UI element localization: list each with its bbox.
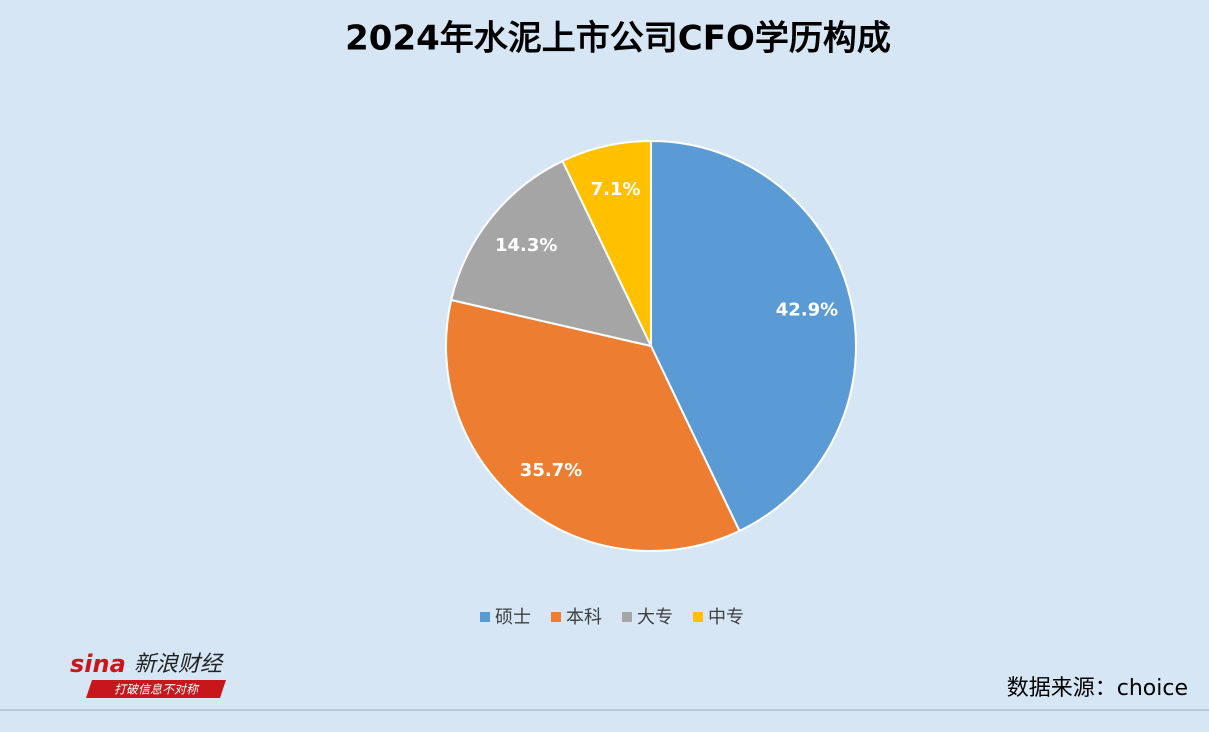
legend-swatch bbox=[622, 612, 632, 622]
legend-label: 硕士 bbox=[495, 607, 531, 628]
pie-slice bbox=[445, 298, 741, 552]
legend-label: 中专 bbox=[708, 607, 744, 628]
data-label: 42.9% bbox=[776, 300, 838, 321]
legend-label: 本科 bbox=[566, 607, 602, 628]
pie-slice bbox=[650, 139, 857, 533]
data-label: 35.7% bbox=[520, 460, 582, 481]
logo: sina 新浪财经 打破信息不对称 bbox=[70, 650, 226, 698]
pie-slice bbox=[561, 139, 652, 347]
source-note: 数据来源：choice bbox=[1007, 676, 1188, 701]
data-label: 14.3% bbox=[495, 235, 557, 256]
logo-name: 新浪财经 bbox=[134, 652, 224, 677]
data-label: 7.1% bbox=[591, 179, 641, 200]
pie-slice bbox=[450, 159, 653, 348]
legend-label: 大专 bbox=[637, 607, 673, 628]
chart-title: 2024年水泥上市公司CFO学历构成 bbox=[345, 19, 891, 59]
legend-swatch bbox=[551, 612, 561, 622]
legend-swatch bbox=[480, 612, 490, 622]
logo-banner bbox=[86, 680, 226, 698]
logo-slogan: 打破信息不对称 bbox=[114, 683, 200, 697]
legend-swatch bbox=[693, 612, 703, 622]
logo-brand: sina bbox=[70, 650, 126, 678]
